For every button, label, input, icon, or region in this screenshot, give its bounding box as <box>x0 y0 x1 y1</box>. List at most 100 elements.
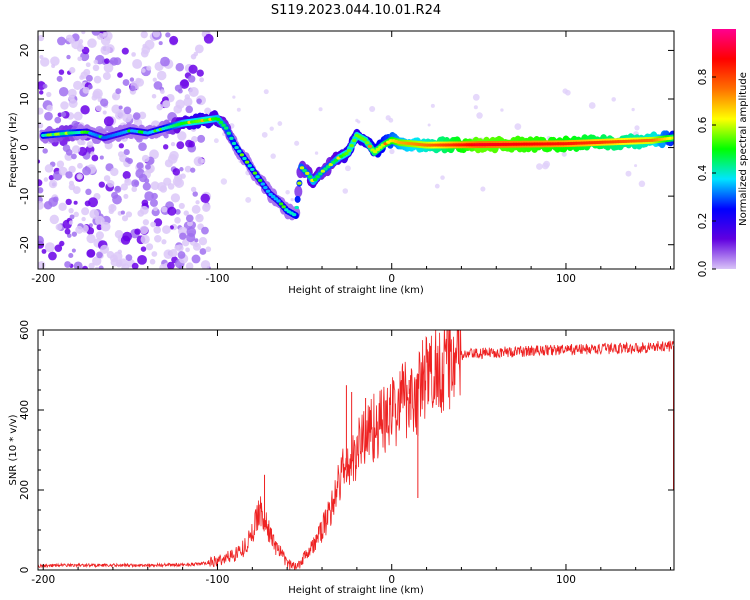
spectrogram-frame <box>37 30 675 270</box>
trace-core <box>294 205 299 210</box>
noise-blob <box>46 104 53 112</box>
noise-blob <box>179 232 187 240</box>
noise-blob <box>68 252 74 259</box>
noise-blob <box>140 234 150 245</box>
noise-blob <box>318 107 323 112</box>
noise-blob <box>39 90 44 95</box>
noise-blob <box>68 98 78 108</box>
trace-core <box>257 178 263 182</box>
noise-blob <box>154 234 162 243</box>
noise-blob <box>183 210 189 216</box>
noise-blob <box>86 141 94 148</box>
trace-core <box>362 138 367 142</box>
colorbar-bar <box>712 29 736 269</box>
noise-blob <box>82 265 88 269</box>
noise-blob <box>357 120 361 124</box>
trace-core <box>328 162 333 167</box>
trace-core <box>352 138 357 143</box>
noise-blob <box>56 160 65 168</box>
noise-blob <box>195 213 204 223</box>
noise-blob <box>342 188 349 194</box>
noise-blob <box>58 202 67 212</box>
noise-blob <box>177 88 183 94</box>
noise-blob <box>85 188 92 195</box>
noise-blob <box>187 220 193 227</box>
noise-blob <box>141 154 150 163</box>
colorbar-tick-label: 0.6 <box>697 116 709 133</box>
noise-blob <box>172 168 181 176</box>
noise-blob <box>192 242 201 251</box>
noise-blob <box>167 183 175 190</box>
noise-blob <box>185 214 194 223</box>
trace-core <box>231 141 237 146</box>
noise-blob <box>159 185 168 193</box>
trace-core <box>247 164 252 168</box>
noise-blob <box>144 178 150 184</box>
noise-blob <box>90 151 95 156</box>
noise-blob <box>134 228 141 235</box>
y-tick-label: -10 <box>19 188 31 205</box>
noise-blob <box>58 86 69 97</box>
noise-blob <box>185 247 190 253</box>
x-tick-label: 0 <box>388 574 395 586</box>
trace-core <box>276 199 281 203</box>
noise-blob <box>480 186 486 192</box>
noise-blob <box>80 71 88 79</box>
noise-blob <box>38 34 45 42</box>
trace-core <box>297 181 302 185</box>
noise-blob <box>184 165 192 173</box>
noise-blob <box>71 248 76 253</box>
trace-core <box>307 175 313 179</box>
noise-blob <box>81 31 86 35</box>
noise-blob <box>200 260 211 269</box>
trace-core <box>331 160 336 164</box>
noise-blob <box>80 105 90 115</box>
noise-blob <box>66 54 71 60</box>
x-tick-label: 0 <box>388 273 395 285</box>
noise-blob <box>277 121 283 126</box>
noise-blob <box>55 223 63 231</box>
noise-blob <box>65 171 73 179</box>
noise-blob <box>122 112 132 123</box>
noise-blob <box>191 254 201 264</box>
noise-blob <box>213 138 219 144</box>
noise-blob <box>103 62 114 73</box>
noise-blob <box>261 131 268 138</box>
trace-core <box>302 169 307 173</box>
noise-blob <box>82 86 90 94</box>
noise-blob <box>59 240 65 247</box>
noise-blob <box>270 153 276 159</box>
noise-blob <box>153 206 158 212</box>
noise-blob <box>110 167 119 177</box>
noise-blob <box>200 193 210 204</box>
noise-blob <box>125 211 133 218</box>
noise-blob <box>625 170 632 177</box>
noise-blob <box>77 56 83 62</box>
noise-blob <box>54 244 63 253</box>
noise-blob <box>38 107 44 115</box>
noise-blob <box>123 193 129 199</box>
y-tick-label: 600 <box>19 320 31 340</box>
spectrogram-trace-layer <box>39 110 674 221</box>
noise-blob <box>60 111 67 117</box>
noise-blob <box>41 248 47 254</box>
noise-blob <box>77 162 83 169</box>
figure-title: S119.2023.044.10.01.R24 <box>271 3 441 18</box>
trace-core <box>223 126 229 130</box>
x-tick-label: 100 <box>556 574 576 586</box>
noise-blob <box>140 49 149 58</box>
noise-blob <box>100 98 109 107</box>
noise-blob <box>314 151 319 155</box>
noise-blob <box>93 59 98 65</box>
noise-blob <box>71 153 77 160</box>
trace-core <box>250 167 255 172</box>
colorbar-tick-label: 0.4 <box>697 164 709 181</box>
noise-blob <box>142 219 150 226</box>
noise-blob <box>156 70 167 81</box>
noise-blob <box>163 249 174 259</box>
noise-blob <box>167 154 178 164</box>
noise-blob <box>121 263 130 269</box>
noise-blob <box>144 39 155 50</box>
y-tick-label: 0 <box>19 567 31 574</box>
noise-blob <box>185 105 194 114</box>
